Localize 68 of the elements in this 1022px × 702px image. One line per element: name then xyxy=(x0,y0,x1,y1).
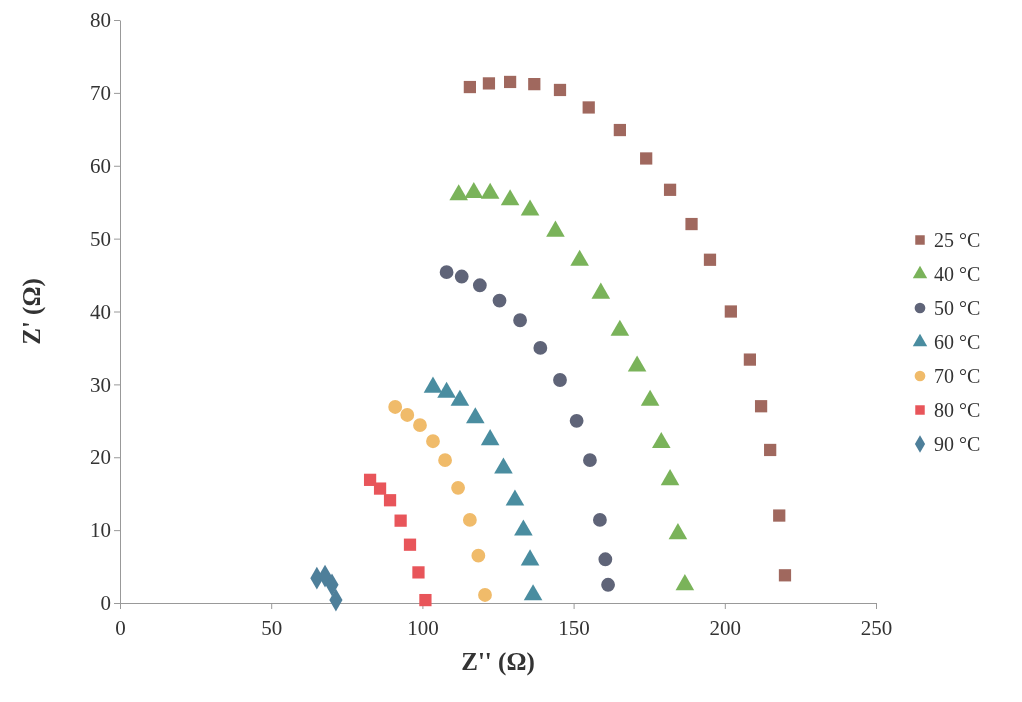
point xyxy=(613,123,626,137)
x-axis-title: Z'' (Ω) xyxy=(461,648,535,676)
y-axis-title: Z' (Ω) xyxy=(18,278,46,345)
point xyxy=(593,513,607,527)
point xyxy=(388,400,403,414)
point xyxy=(438,453,452,468)
point xyxy=(582,101,595,114)
point xyxy=(492,293,507,308)
legend-label: 25 °C xyxy=(934,229,981,251)
point xyxy=(778,569,792,582)
point xyxy=(663,183,677,196)
point xyxy=(754,400,768,413)
point xyxy=(451,480,465,495)
y-tick-label: 30 xyxy=(90,372,111,397)
point xyxy=(363,473,377,486)
legend-label: 50 °C xyxy=(934,297,981,319)
point xyxy=(553,373,567,387)
point xyxy=(463,80,476,94)
point xyxy=(553,83,567,97)
point xyxy=(533,341,548,355)
point xyxy=(703,253,717,266)
y-tick-label: 60 xyxy=(90,153,111,178)
point xyxy=(724,305,737,318)
y-tick-label: 20 xyxy=(90,445,111,470)
point xyxy=(640,152,653,165)
point xyxy=(403,538,417,551)
legend-label: 70 °C xyxy=(934,365,981,387)
x-tick-label: 100 xyxy=(407,616,439,641)
point xyxy=(503,75,517,89)
point xyxy=(426,434,440,449)
point xyxy=(601,577,615,592)
point xyxy=(471,548,486,563)
y-tick-label: 40 xyxy=(90,299,111,324)
y-tick-label: 80 xyxy=(90,8,111,33)
point xyxy=(764,443,777,457)
point xyxy=(383,494,397,507)
point xyxy=(412,566,425,579)
legend-label: 40 °C xyxy=(934,263,981,285)
legend-label: 80 °C xyxy=(934,399,981,421)
point xyxy=(419,593,432,607)
point xyxy=(685,217,698,231)
point xyxy=(743,353,757,366)
point xyxy=(454,269,469,284)
point xyxy=(569,413,584,428)
point xyxy=(472,278,487,293)
y-tick-label: 70 xyxy=(90,81,111,106)
point xyxy=(478,588,492,602)
x-tick-label: 250 xyxy=(860,616,893,641)
point xyxy=(462,513,477,527)
point xyxy=(528,78,541,91)
point xyxy=(513,313,527,328)
x-tick-label: 200 xyxy=(709,616,742,641)
point xyxy=(439,265,454,280)
point xyxy=(482,77,496,90)
point xyxy=(413,418,427,433)
y-tick-label: 10 xyxy=(90,518,111,543)
point xyxy=(598,552,613,567)
legend-label: 90 °C xyxy=(934,433,981,455)
y-tick-label: 50 xyxy=(90,226,111,251)
legend-label: 60 °C xyxy=(934,331,981,353)
x-tick-label: 150 xyxy=(558,616,590,641)
point xyxy=(773,509,786,522)
point xyxy=(400,408,415,422)
point xyxy=(583,453,597,468)
x-tick-label: 50 xyxy=(261,616,283,641)
y-tick-label: 0 xyxy=(100,591,111,616)
point xyxy=(373,482,387,495)
point xyxy=(394,514,407,527)
